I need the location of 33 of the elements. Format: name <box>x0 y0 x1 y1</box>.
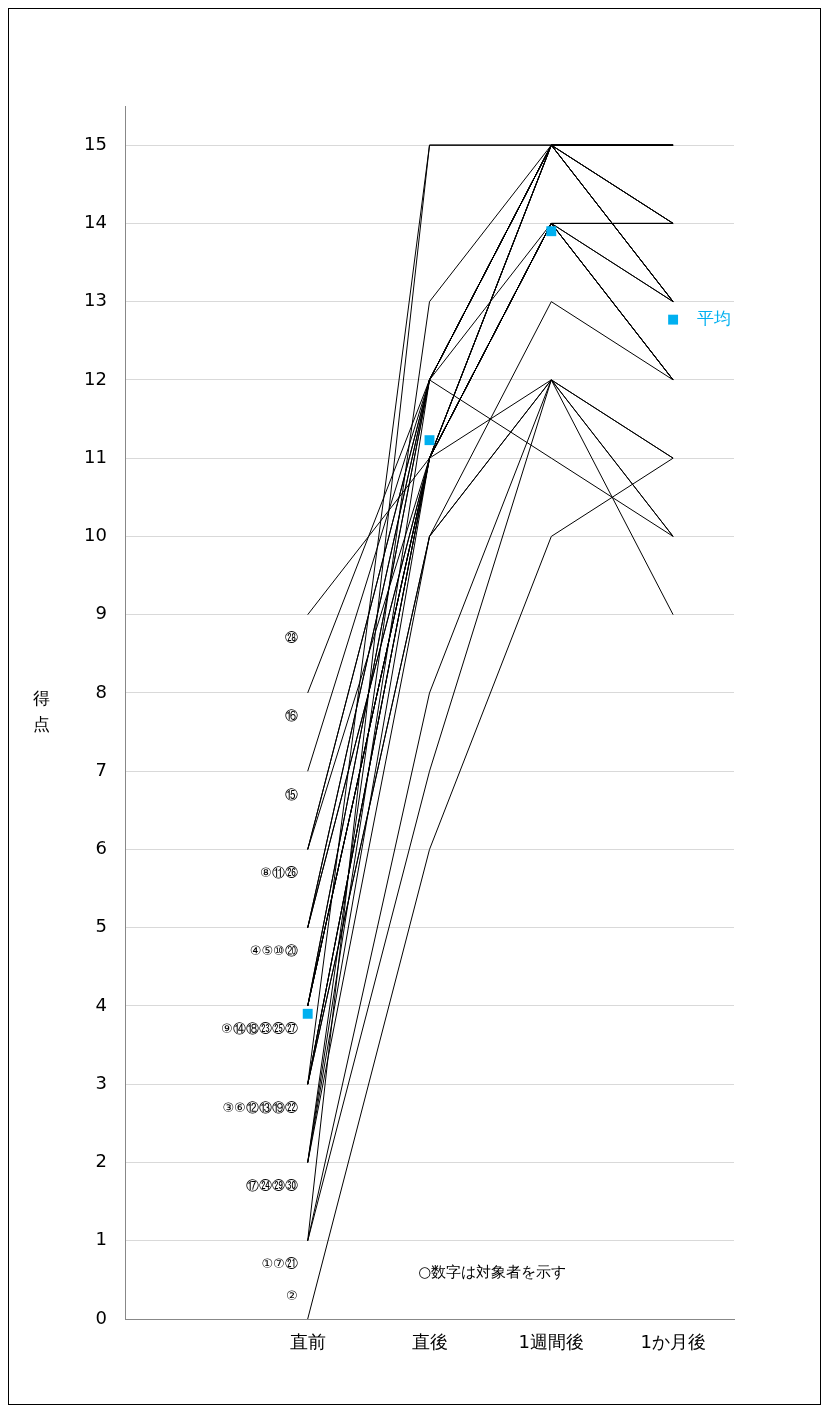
y-tick-label: 15 <box>84 132 107 154</box>
y-tick-label: 9 <box>95 602 107 624</box>
series-label: 平均 <box>697 308 732 329</box>
y-tick-label: 1 <box>95 1228 107 1250</box>
y-axis-title: 得点 <box>32 687 50 734</box>
annotation: ㉘ <box>284 630 298 646</box>
annotation: ⑧⑪㉖ <box>260 864 298 880</box>
annotation: ⑨⑭⑱㉓㉕㉗ <box>221 1021 298 1037</box>
y-tick-label: 12 <box>84 367 107 389</box>
annotation: ④⑤⑩⑳ <box>249 943 298 959</box>
y-tick-label: 5 <box>95 915 107 937</box>
annotation: ③⑥⑫⑬⑲㉒ <box>222 1099 298 1115</box>
y-tick-label: 14 <box>84 211 107 233</box>
x-tick-label: 直前 <box>289 1331 326 1353</box>
y-tick-label: 0 <box>95 1306 107 1328</box>
annotation: ○数字は対象者を示す <box>418 1262 567 1281</box>
x-tick-label: 1週間後 <box>518 1331 585 1353</box>
y-tick-label: 3 <box>95 1071 107 1093</box>
y-tick-label: 2 <box>95 1150 107 1172</box>
y-tick-label: 10 <box>84 524 107 546</box>
annotation: ①⑦㉑ <box>261 1256 298 1272</box>
annotation: ⑰㉔㉙㉚ <box>245 1177 298 1193</box>
annotation: ⑮ <box>284 786 298 802</box>
x-tick-label: 直後 <box>411 1331 448 1353</box>
y-tick-label: 4 <box>95 993 107 1015</box>
x-tick-label: 1か月後 <box>640 1331 706 1353</box>
y-tick-label: 6 <box>95 837 107 859</box>
y-tick-label: 8 <box>95 680 107 702</box>
y-tick-label: 7 <box>95 758 107 780</box>
annotation: ② <box>286 1288 298 1304</box>
annotation: ⑯ <box>284 708 298 724</box>
y-tick-label: 11 <box>84 445 107 467</box>
y-tick-label: 13 <box>84 289 107 311</box>
